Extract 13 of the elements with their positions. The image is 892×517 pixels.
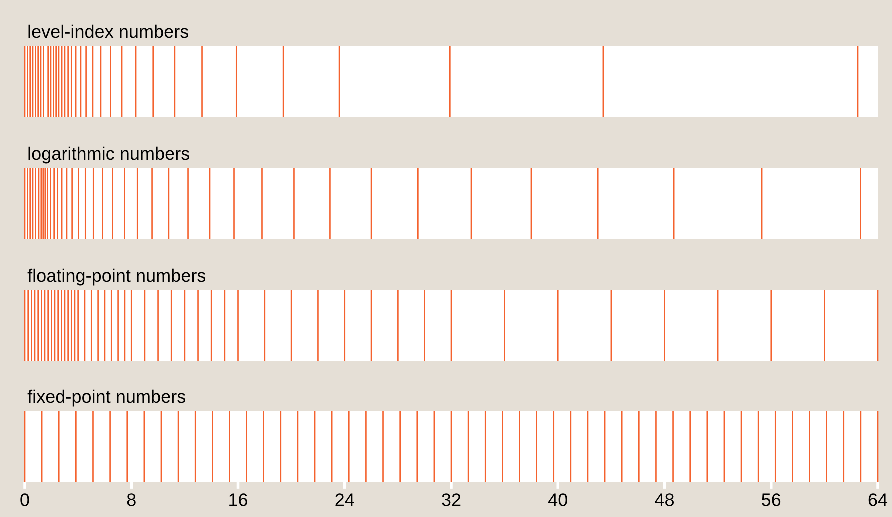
x-tick-label: 32 <box>442 494 461 506</box>
chart-title: fixed-point numbers <box>28 390 186 407</box>
x-tick-label: 64 <box>868 494 888 506</box>
x-tick-label: 16 <box>230 494 248 506</box>
chart-title: level-index numbers <box>28 24 188 38</box>
x-tick-label: 0 <box>20 494 30 506</box>
x-tick-label: 24 <box>336 494 354 506</box>
x-tick-label: 8 <box>127 494 136 506</box>
x-tick-label: 48 <box>655 494 674 506</box>
chart-title: logarithmic numbers <box>28 146 190 164</box>
chart-title: floating-point numbers <box>28 268 206 286</box>
x-tick-label: 40 <box>548 494 568 506</box>
x-tick-label: 56 <box>762 494 781 506</box>
